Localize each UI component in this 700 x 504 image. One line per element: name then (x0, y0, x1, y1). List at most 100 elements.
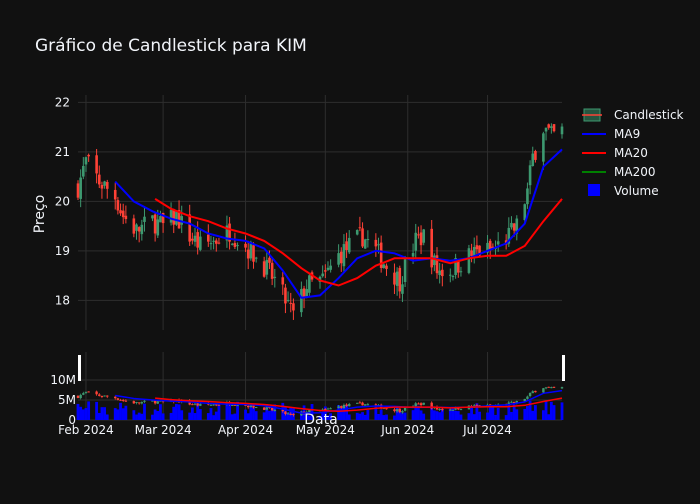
overview-candle-body (345, 404, 348, 406)
legend-item-volume[interactable]: Volume (588, 184, 659, 198)
volume-bar (196, 404, 200, 420)
overview-candle-body (196, 403, 199, 406)
volume-bar (252, 407, 255, 420)
x-tick-label: May 2024 (296, 423, 355, 437)
candle-body (121, 210, 125, 218)
candle-body (422, 229, 426, 243)
overview-candle-body (87, 391, 90, 393)
overview-candle-body (215, 404, 218, 406)
candle-body (379, 242, 383, 268)
candle-body (100, 184, 104, 189)
candle-body (374, 239, 378, 247)
candle-body (417, 234, 420, 236)
volume-bar (119, 402, 122, 420)
candle-body (105, 182, 109, 189)
candle-body (191, 238, 194, 241)
overview-candle-body (193, 403, 197, 405)
range-slider-right-handle[interactable] (562, 355, 565, 381)
candle-body (97, 174, 101, 185)
volume-bar (526, 406, 529, 420)
y-tick-label: 21 (55, 145, 70, 159)
volume-bar (81, 409, 85, 420)
volume-bar (454, 410, 458, 420)
candle-body (552, 124, 556, 132)
volume-bar (544, 400, 548, 420)
candle-body (151, 215, 154, 219)
overview-candle-body (249, 404, 253, 408)
volume-bar (430, 405, 434, 420)
candle-body (212, 240, 215, 242)
overview-candle-body (528, 393, 532, 397)
overview-candle-body (403, 407, 407, 411)
overview-candle-body (231, 404, 234, 406)
volume-bar (329, 413, 333, 420)
legend-item-ma200[interactable]: MA200 (582, 165, 655, 179)
candle-body (363, 239, 367, 249)
overview-candle-body (523, 398, 526, 402)
overview-candle-body (401, 411, 404, 413)
candle-body (339, 251, 343, 264)
legend-label: Candlestick (614, 108, 684, 122)
volume-bar (79, 406, 83, 420)
candle-body (419, 232, 423, 246)
overview-candle-body (82, 393, 85, 395)
overview-candle-body (286, 413, 290, 415)
legend-item-candlestick[interactable]: Candlestick (582, 108, 684, 122)
candle-body (528, 165, 532, 186)
volume-bar (87, 401, 91, 420)
volume-bar (528, 400, 532, 420)
overview-candle-body (135, 402, 138, 404)
overview-candle-body (552, 386, 556, 388)
candle-body (95, 155, 98, 174)
candle-body (449, 274, 452, 276)
overview-candle-body (289, 413, 292, 415)
range-slider-left-handle[interactable] (78, 355, 81, 381)
candle-body (531, 153, 535, 167)
candle-body (395, 271, 399, 286)
candle-body (273, 276, 277, 278)
x-axis-tick-labels: Feb 2024 Mar 2024 Apr 2024 May 2024 Jun … (58, 423, 512, 437)
y-axis-tick-labels: 18 19 20 21 22 (55, 95, 70, 307)
volume-bar (379, 409, 383, 420)
overview-candle-body (281, 410, 284, 412)
y-axis-title: Preço (32, 195, 48, 234)
candle-body (135, 224, 138, 231)
volume-bar (395, 406, 399, 420)
candle-body (177, 210, 181, 229)
candle-body (161, 212, 165, 224)
candle-body (534, 151, 537, 160)
overview-candle-body (268, 407, 271, 409)
volume-bar (268, 410, 271, 420)
volume-bar (512, 404, 516, 420)
overview-candle-body (324, 408, 327, 410)
overview-candle-body (273, 409, 276, 411)
moving-average-lines (114, 148, 563, 299)
volume-bar (159, 404, 162, 420)
candle-body (547, 124, 551, 128)
candle-body (175, 211, 178, 225)
legend-item-ma20[interactable]: MA20 (582, 146, 648, 160)
overview-candle-body (340, 406, 343, 408)
volume-bar (345, 405, 348, 420)
candle-body (337, 253, 340, 265)
volume-bar (374, 406, 378, 420)
overview-candle-body (526, 396, 529, 399)
volume-bar (132, 410, 136, 420)
overview-candle-body (156, 401, 159, 404)
legend-swatch-volume (588, 184, 600, 196)
volume-bar (440, 408, 444, 420)
volume-bar (209, 408, 213, 420)
volume-bar (451, 407, 455, 420)
volume-bar (403, 412, 407, 420)
overview-candle-body (510, 401, 513, 403)
candle-body (308, 275, 311, 293)
candle-body (214, 240, 218, 244)
candle-body (441, 269, 444, 277)
overview-candle-body (212, 404, 215, 406)
legend-item-ma9[interactable]: MA9 (582, 127, 640, 141)
candle-body (478, 245, 481, 256)
volume-bar (467, 413, 471, 420)
volume-bar (249, 407, 253, 420)
volume-bar (233, 413, 237, 420)
